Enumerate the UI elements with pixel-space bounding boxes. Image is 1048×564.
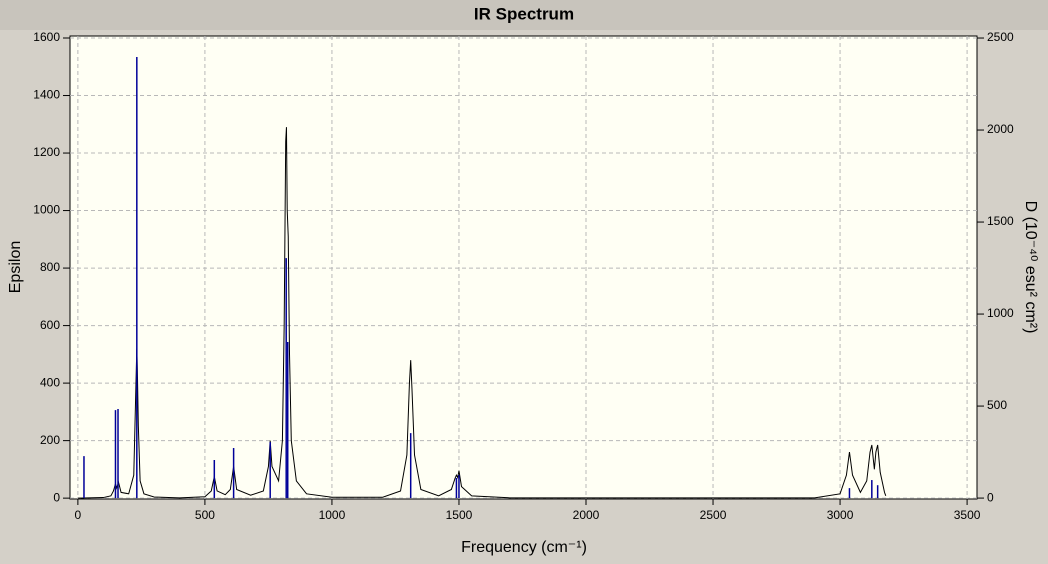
plot-area — [69, 35, 978, 500]
title-bar — [0, 0, 1048, 30]
y-axis-label: Epsilon — [7, 241, 24, 293]
y2-tick-label: 500 — [987, 398, 1007, 412]
y-tick-label: 0 — [53, 490, 60, 504]
x-tick-label: 1500 — [446, 508, 473, 522]
y-tick-label: 1200 — [33, 145, 60, 159]
x-tick-label: 500 — [195, 508, 215, 522]
y2-tick-label: 2000 — [987, 122, 1014, 136]
x-tick-label: 3500 — [954, 508, 981, 522]
y2-tick-label: 2500 — [987, 30, 1014, 44]
y-tick-label: 600 — [40, 318, 60, 332]
x-tick-label: 1000 — [319, 508, 346, 522]
x-tick-label: 2000 — [573, 508, 600, 522]
y-tick-label: 1000 — [33, 203, 60, 217]
x-tick-label: 2500 — [700, 508, 727, 522]
y2-tick-label: 0 — [987, 490, 994, 504]
x-tick-label: 0 — [75, 508, 82, 522]
x-axis-label: Frequency (cm⁻¹) — [461, 539, 587, 556]
y-tick-label: 400 — [40, 375, 60, 389]
chart-title: IR Spectrum — [474, 4, 574, 23]
y-tick-label: 800 — [40, 260, 60, 274]
y-tick-label: 1400 — [33, 88, 60, 102]
y-tick-label: 200 — [40, 433, 60, 447]
y2-axis-label: D (10⁻⁴⁰ esu² cm²) — [1022, 201, 1039, 334]
y2-tick-label: 1500 — [987, 214, 1014, 228]
y2-tick-label: 1000 — [987, 306, 1014, 320]
x-tick-label: 3000 — [827, 508, 854, 522]
y-tick-label: 1600 — [33, 30, 60, 44]
